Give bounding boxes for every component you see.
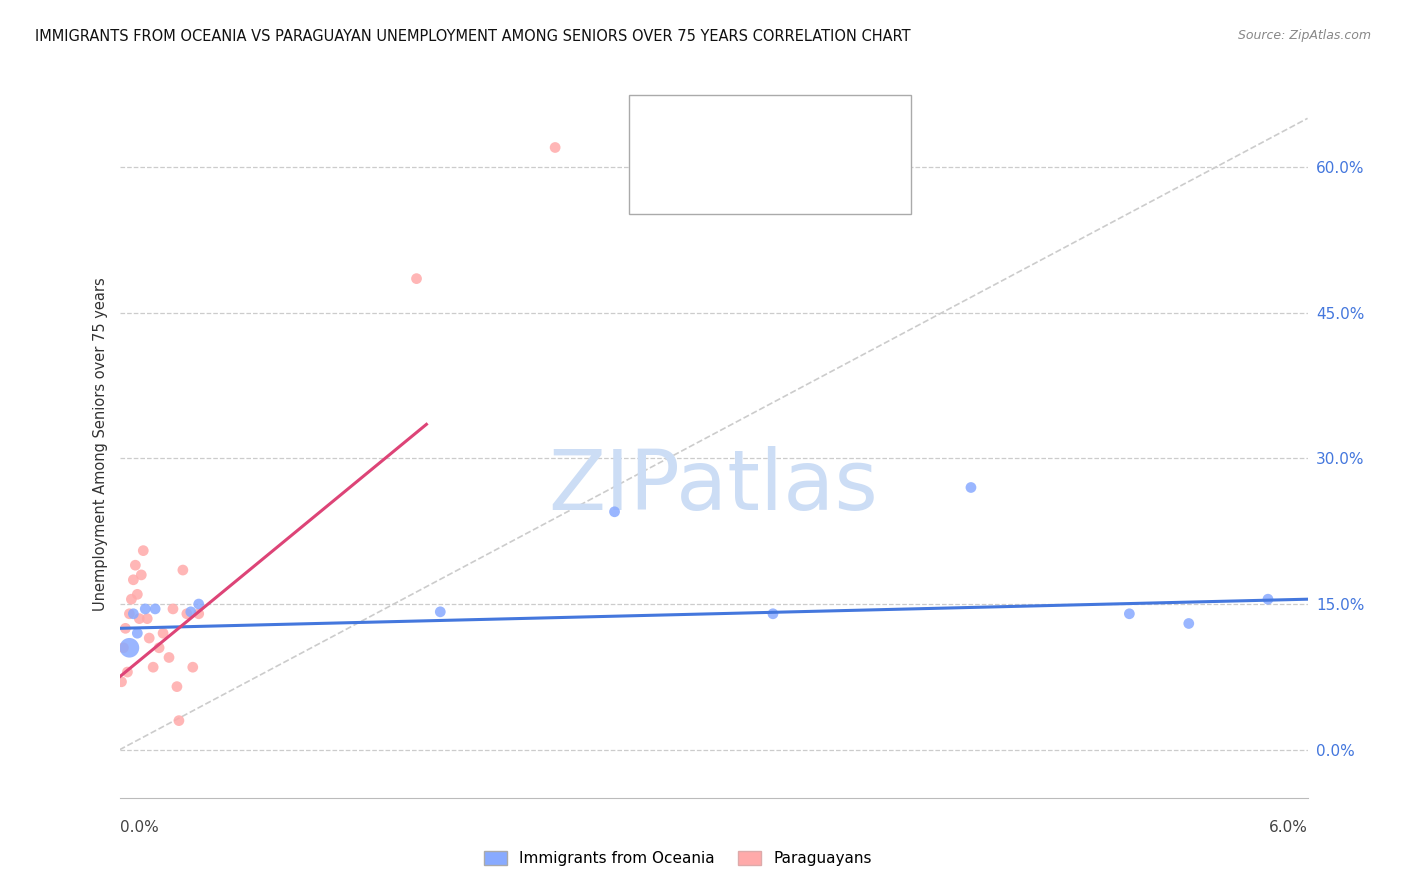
Point bbox=[117, 665, 139, 679]
Point bbox=[544, 140, 567, 154]
Point bbox=[114, 621, 136, 635]
Point bbox=[142, 660, 165, 674]
Point bbox=[120, 592, 142, 607]
Point bbox=[127, 587, 149, 601]
Text: 6.0%: 6.0% bbox=[1268, 821, 1308, 835]
Point bbox=[429, 605, 451, 619]
Legend: Immigrants from Oceania, Paraguayans: Immigrants from Oceania, Paraguayans bbox=[478, 845, 877, 872]
Point bbox=[187, 597, 209, 611]
Point bbox=[143, 602, 166, 616]
Point bbox=[127, 626, 149, 640]
Text: R =: R = bbox=[695, 170, 731, 188]
Point bbox=[129, 568, 152, 582]
Point bbox=[110, 674, 132, 689]
Text: N =: N = bbox=[794, 170, 831, 188]
Text: ZIPatlas: ZIPatlas bbox=[548, 446, 879, 527]
Point bbox=[136, 612, 159, 626]
Point bbox=[122, 607, 145, 621]
Text: 27: 27 bbox=[839, 170, 863, 188]
Point bbox=[134, 602, 156, 616]
Point bbox=[180, 605, 202, 619]
Point bbox=[124, 558, 146, 573]
Point bbox=[148, 640, 170, 655]
Point bbox=[152, 626, 174, 640]
Text: N =: N = bbox=[794, 121, 831, 140]
Text: IMMIGRANTS FROM OCEANIA VS PARAGUAYAN UNEMPLOYMENT AMONG SENIORS OVER 75 YEARS C: IMMIGRANTS FROM OCEANIA VS PARAGUAYAN UN… bbox=[35, 29, 911, 44]
Text: Source: ZipAtlas.com: Source: ZipAtlas.com bbox=[1237, 29, 1371, 42]
Text: R =: R = bbox=[695, 121, 731, 140]
Point bbox=[128, 612, 150, 626]
Point bbox=[181, 660, 204, 674]
Point bbox=[118, 640, 141, 655]
Point bbox=[118, 607, 141, 621]
Point bbox=[187, 607, 209, 621]
Y-axis label: Unemployment Among Seniors over 75 years: Unemployment Among Seniors over 75 years bbox=[93, 277, 108, 611]
Point bbox=[122, 573, 145, 587]
Point bbox=[167, 714, 190, 728]
Point bbox=[960, 481, 983, 495]
Point bbox=[112, 640, 135, 655]
Point bbox=[176, 607, 198, 621]
Point bbox=[162, 602, 184, 616]
Text: 0.164: 0.164 bbox=[741, 121, 793, 140]
Point bbox=[1178, 616, 1201, 631]
Point bbox=[132, 543, 155, 558]
Text: 0.436: 0.436 bbox=[741, 170, 793, 188]
Point bbox=[762, 607, 785, 621]
Point bbox=[157, 650, 180, 665]
Point bbox=[405, 271, 427, 285]
Point bbox=[1257, 592, 1279, 607]
Point bbox=[172, 563, 194, 577]
Point bbox=[1118, 607, 1140, 621]
Point bbox=[138, 631, 160, 645]
Text: 14: 14 bbox=[839, 121, 863, 140]
Point bbox=[166, 680, 188, 694]
Text: 0.0%: 0.0% bbox=[120, 821, 159, 835]
Point bbox=[603, 505, 626, 519]
